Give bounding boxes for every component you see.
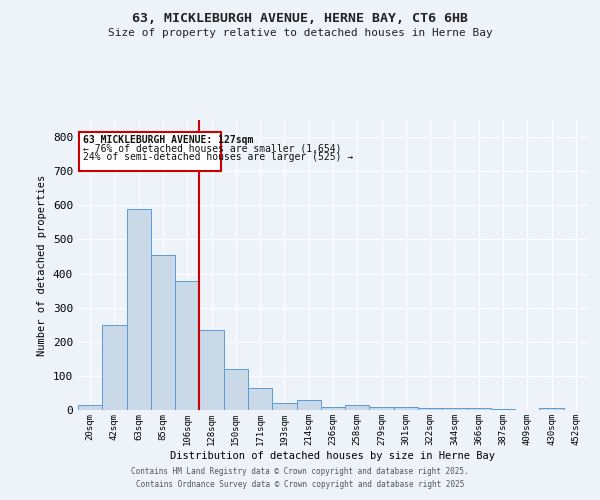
Bar bbox=[199, 330, 224, 410]
Bar bbox=[539, 408, 564, 410]
X-axis label: Distribution of detached houses by size in Herne Bay: Distribution of detached houses by size … bbox=[170, 450, 496, 460]
Text: 24% of semi-detached houses are larger (525) →: 24% of semi-detached houses are larger (… bbox=[83, 152, 353, 162]
Bar bbox=[102, 324, 127, 410]
Bar bbox=[224, 369, 248, 410]
Bar bbox=[394, 406, 418, 410]
Bar bbox=[78, 405, 102, 410]
Bar bbox=[296, 400, 321, 410]
Bar bbox=[418, 408, 442, 410]
Text: Contains Ordnance Survey data © Crown copyright and database right 2025: Contains Ordnance Survey data © Crown co… bbox=[136, 480, 464, 489]
Bar bbox=[248, 388, 272, 410]
Bar bbox=[127, 208, 151, 410]
Text: ← 76% of detached houses are smaller (1,654): ← 76% of detached houses are smaller (1,… bbox=[83, 144, 341, 154]
Bar bbox=[370, 406, 394, 410]
Bar bbox=[321, 406, 345, 410]
Text: 63 MICKLEBURGH AVENUE: 127sqm: 63 MICKLEBURGH AVENUE: 127sqm bbox=[83, 134, 253, 144]
Text: Size of property relative to detached houses in Herne Bay: Size of property relative to detached ho… bbox=[107, 28, 493, 38]
Bar bbox=[442, 408, 467, 410]
Bar bbox=[467, 408, 491, 410]
Text: 63, MICKLEBURGH AVENUE, HERNE BAY, CT6 6HB: 63, MICKLEBURGH AVENUE, HERNE BAY, CT6 6… bbox=[132, 12, 468, 26]
Text: Contains HM Land Registry data © Crown copyright and database right 2025.: Contains HM Land Registry data © Crown c… bbox=[131, 467, 469, 476]
Bar bbox=[151, 255, 175, 410]
Bar bbox=[491, 409, 515, 410]
Bar bbox=[175, 281, 199, 410]
Bar bbox=[272, 403, 296, 410]
FancyBboxPatch shape bbox=[79, 132, 221, 171]
Y-axis label: Number of detached properties: Number of detached properties bbox=[37, 174, 47, 356]
Bar bbox=[345, 405, 370, 410]
